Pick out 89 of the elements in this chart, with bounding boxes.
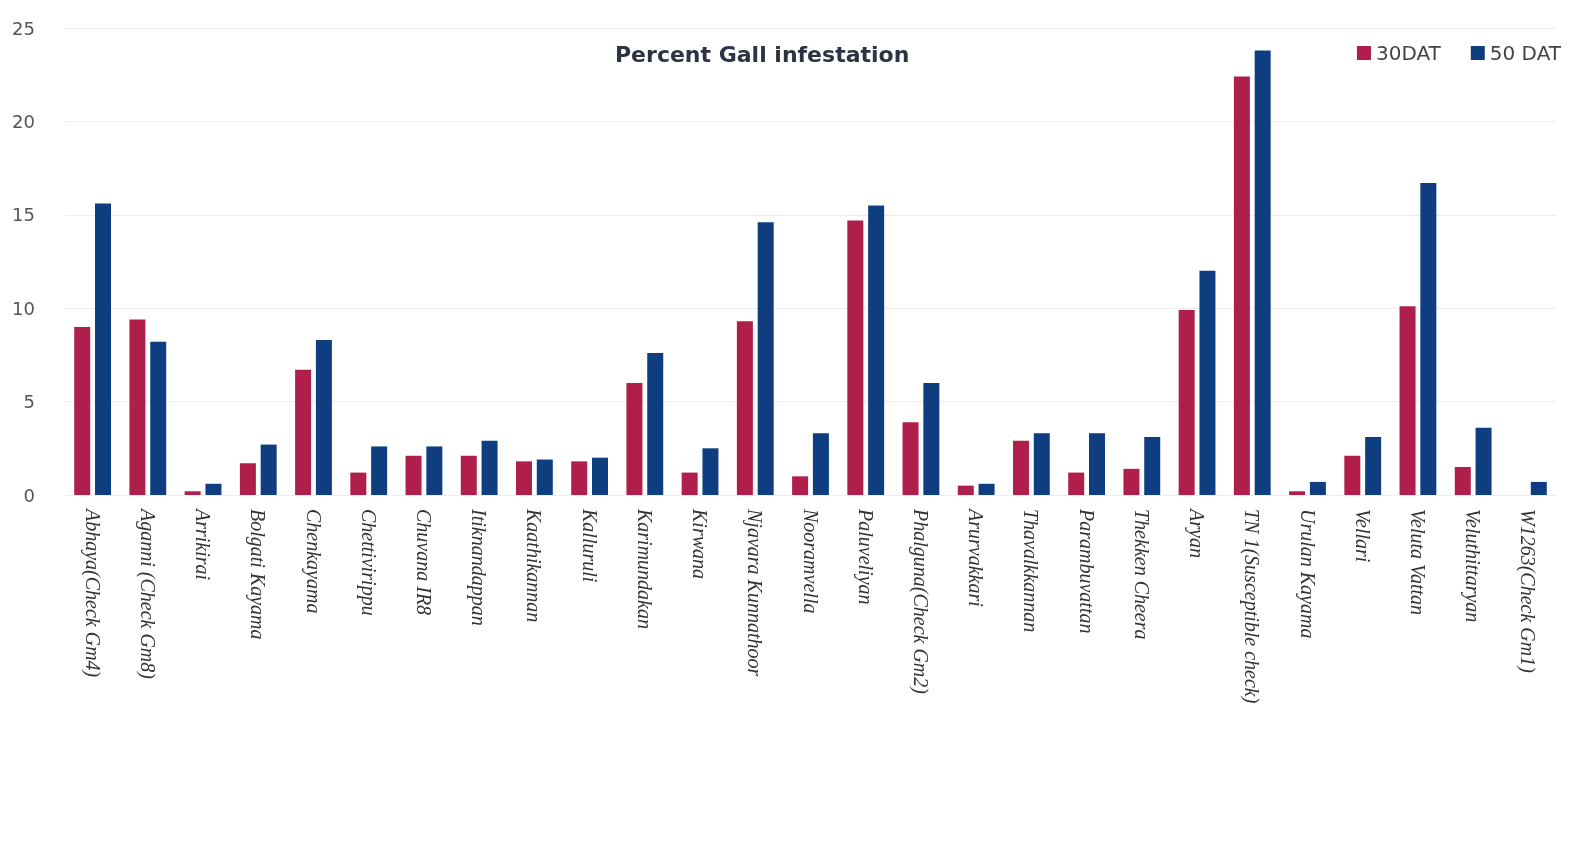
x-tick-label: Chenkayama bbox=[301, 509, 325, 614]
bar bbox=[626, 382, 643, 495]
bar bbox=[1199, 270, 1216, 495]
bar bbox=[1068, 472, 1085, 495]
x-tick-label: Nooramvella bbox=[799, 508, 822, 614]
x-tick-label: Thavalkkannan bbox=[1020, 509, 1043, 633]
bar bbox=[481, 440, 498, 495]
x-tick-label: Thekken Cheera bbox=[1130, 509, 1153, 640]
x-tick-label: Veluta Vattan bbox=[1406, 509, 1429, 616]
bar bbox=[1454, 466, 1471, 495]
bar bbox=[847, 220, 864, 495]
x-tick-label: Aganni (Check Gm8) bbox=[135, 507, 159, 680]
bar bbox=[536, 459, 553, 495]
y-tick-label: 15 bbox=[12, 204, 35, 226]
bar bbox=[792, 476, 809, 495]
bar bbox=[702, 448, 719, 495]
bar bbox=[1033, 433, 1050, 495]
bar bbox=[1012, 440, 1029, 495]
bar bbox=[592, 457, 609, 495]
x-tick-label: Phalguna(Check Gm2) bbox=[908, 508, 932, 695]
bar bbox=[371, 446, 388, 495]
bar bbox=[1089, 433, 1106, 495]
x-tick-label: Karimundakan bbox=[633, 508, 656, 629]
x-tick-label: Aryan bbox=[1185, 507, 1209, 558]
legend-label: 30DAT bbox=[1375, 41, 1442, 65]
bar bbox=[515, 461, 532, 495]
x-tick-label: Veluthittaryan bbox=[1461, 509, 1485, 623]
bar bbox=[571, 461, 588, 495]
x-tick-label: Arrikirai bbox=[192, 507, 215, 581]
x-tick-label: Parambuvattan bbox=[1075, 508, 1098, 634]
y-tick-label: 20 bbox=[12, 110, 35, 132]
y-tick-label: 25 bbox=[12, 17, 35, 39]
bar bbox=[681, 472, 698, 495]
bar bbox=[95, 203, 112, 495]
bar bbox=[957, 485, 974, 495]
bar bbox=[1365, 437, 1382, 495]
y-tick-label: 0 bbox=[23, 484, 35, 506]
bar bbox=[647, 353, 664, 495]
bar bbox=[150, 341, 167, 495]
bar bbox=[1144, 437, 1161, 495]
bar bbox=[1475, 427, 1492, 495]
x-tick-label: Abhaya(Check Gm4) bbox=[80, 507, 104, 678]
x-tick-label: Arurvakkari bbox=[965, 507, 988, 607]
x-tick-label: Vellari bbox=[1351, 509, 1374, 563]
bar bbox=[1399, 306, 1416, 495]
y-tick-label: 10 bbox=[12, 297, 35, 319]
bar bbox=[1420, 183, 1437, 495]
bar bbox=[1123, 468, 1140, 495]
x-tick-label: Paluveliyan bbox=[853, 508, 877, 605]
bar bbox=[315, 339, 332, 495]
x-tick-label: Chettivirippu bbox=[356, 509, 380, 616]
bar bbox=[1344, 455, 1361, 495]
x-tick-label: W1263(Check Gm1) bbox=[1516, 509, 1540, 674]
x-tick-label: Urulan Kayama bbox=[1295, 509, 1319, 639]
bar bbox=[1530, 481, 1547, 495]
bar bbox=[923, 382, 940, 495]
text: Percent Gall infestation bbox=[615, 41, 910, 67]
legend-label: 50 DAT bbox=[1489, 41, 1562, 65]
y-tick-label: 5 bbox=[23, 391, 35, 413]
bar bbox=[1233, 76, 1250, 495]
x-tick-label: Itiknandappan bbox=[467, 508, 491, 626]
x-tick-label: Kirwana bbox=[689, 508, 712, 580]
bar bbox=[978, 483, 995, 495]
x-tick-label: Chuvana IR8 bbox=[412, 509, 435, 616]
bar bbox=[1309, 481, 1326, 495]
bar bbox=[1178, 310, 1195, 495]
bar bbox=[736, 321, 753, 495]
bar bbox=[205, 483, 222, 495]
bar bbox=[350, 472, 367, 495]
bar bbox=[239, 463, 256, 495]
x-tick-label: Kaathikannan bbox=[523, 508, 546, 623]
bar bbox=[1254, 50, 1271, 495]
bar bbox=[405, 455, 422, 495]
bar bbox=[460, 455, 477, 495]
bar bbox=[426, 446, 443, 495]
bar bbox=[1289, 491, 1306, 495]
bar bbox=[757, 222, 774, 495]
bar bbox=[74, 326, 91, 495]
bar bbox=[129, 319, 146, 495]
x-tick-label: TN 1(Susceptible check) bbox=[1240, 509, 1264, 704]
bar bbox=[902, 422, 919, 495]
bar bbox=[812, 433, 829, 495]
x-tick-label: Kalluruli bbox=[578, 508, 601, 583]
bar bbox=[868, 205, 885, 495]
x-tick-label: Njavara Kunnathoor bbox=[743, 508, 767, 677]
bar bbox=[184, 491, 201, 495]
bar bbox=[260, 444, 277, 495]
x-tick-label: Bolgati Kayama bbox=[246, 509, 270, 640]
bar bbox=[295, 369, 312, 495]
